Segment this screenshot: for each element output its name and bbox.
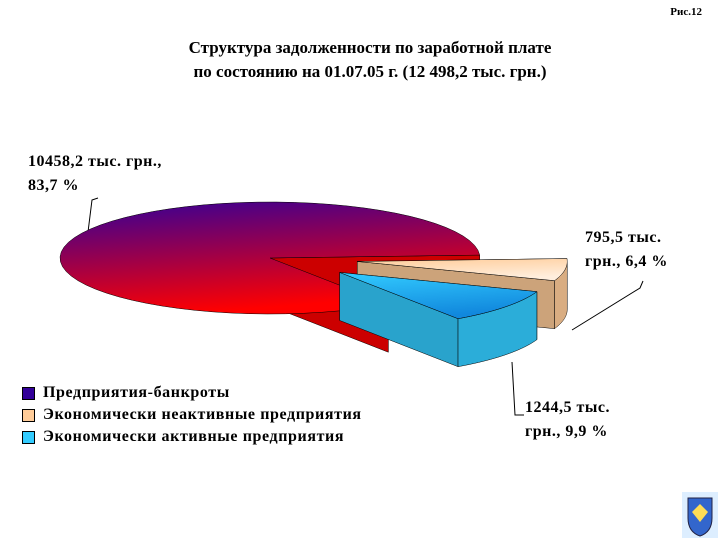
- legend-label: Предприятия-банкроты: [43, 384, 230, 401]
- leader-line: [511, 361, 524, 416]
- slice-top: [357, 258, 568, 281]
- legend-swatch: [22, 430, 35, 444]
- slice-top: [339, 272, 538, 319]
- slice: [339, 272, 538, 368]
- data-label: 10458,2 тыс. грн., 83,7 %: [28, 153, 162, 194]
- figure-number: Рис.12: [670, 6, 702, 18]
- leader-line: [571, 280, 644, 331]
- legend-item: Предприятия-банкроты: [22, 384, 230, 402]
- legend-label: Экономически активные предприятия: [43, 428, 345, 445]
- legend-swatch: [22, 386, 35, 400]
- legend-swatch: [22, 408, 35, 422]
- slice-top: [59, 201, 481, 315]
- leader-line: [87, 197, 99, 233]
- chart-title: Структура задолженности по заработной пл…: [188, 38, 552, 57]
- leader-lines: [87, 197, 644, 416]
- data-label: 795,5 тыс. грн., 6,4 %: [585, 229, 668, 270]
- chart-subtitle: по состоянию на 01.07.05 г. (12 498,2 ты…: [193, 62, 547, 81]
- legend-item: Экономически неактивные предприятия: [22, 406, 362, 424]
- emblem-figure: [692, 504, 708, 522]
- data-label: 1244,5 тыс. грн., 9,9 %: [525, 399, 610, 440]
- legend-item: Экономически активные предприятия: [22, 428, 344, 446]
- emblem: [682, 492, 718, 538]
- legend-label: Экономически неактивные предприятия: [43, 406, 362, 423]
